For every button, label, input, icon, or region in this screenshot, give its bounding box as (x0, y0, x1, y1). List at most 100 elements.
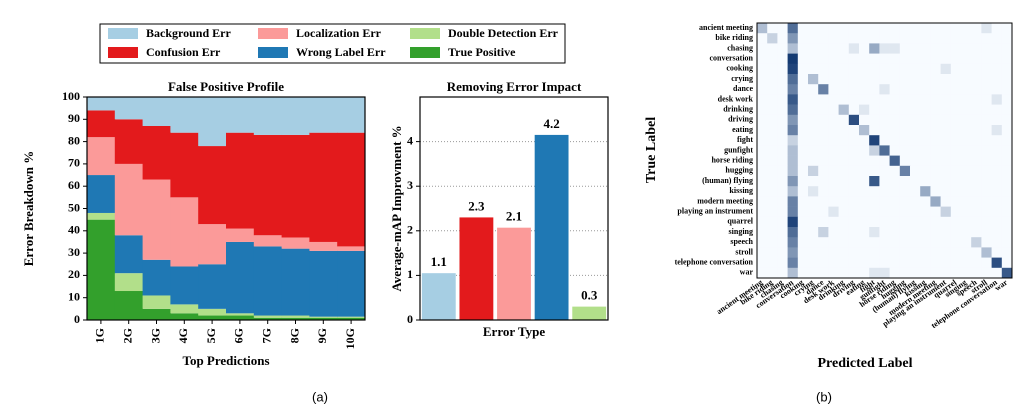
heatmap-cell (1001, 176, 1013, 187)
heatmap-cell (991, 257, 1003, 269)
heatmap-cell (757, 155, 768, 167)
heatmap-cell (910, 145, 921, 156)
heatmap-cell (991, 84, 1003, 95)
x-tick-label: 2G (120, 328, 134, 343)
heatmap-cell (930, 135, 941, 146)
heatmap-cell (971, 23, 982, 34)
heatmap-cell (848, 227, 860, 238)
heatmap-cell (848, 33, 860, 44)
heatmap-cell (797, 237, 809, 248)
heatmap-cell (971, 53, 982, 65)
heatmap-cell (910, 216, 921, 228)
heatmap-cell (808, 53, 819, 65)
y-tick-label: desk work (718, 94, 754, 103)
heatmap-cell (940, 33, 952, 44)
heatmap-cell (787, 186, 799, 197)
y-tick-label: drinking (723, 105, 753, 114)
heatmap-cell (808, 216, 819, 228)
chart-title: False Positive Profile (168, 79, 284, 94)
heatmap-cell (787, 247, 799, 258)
heatmap-cell (869, 196, 880, 207)
heatmap-cell (808, 227, 819, 238)
heatmap-cell (971, 63, 982, 75)
heatmap-cell (808, 94, 819, 105)
heatmap-cell (777, 23, 788, 34)
heatmap-cell (869, 257, 880, 269)
heatmap-cell (961, 165, 972, 177)
heatmap-cell (889, 227, 901, 238)
y-axis-label: Average-mAP Improvment % (389, 125, 404, 291)
heatmap-cell (961, 186, 972, 197)
area-segment (309, 241, 338, 251)
heatmap-cell (991, 227, 1003, 238)
heatmap-cell (940, 145, 952, 156)
heatmap-cell (930, 155, 941, 167)
heatmap-cell (838, 257, 850, 269)
heatmap-cell (1001, 33, 1013, 44)
heatmap-cell (971, 267, 982, 279)
heatmap-cell (818, 63, 829, 75)
heatmap-cell (818, 53, 829, 65)
heatmap-cell (920, 33, 931, 44)
x-axis-label: Top Predictions (182, 353, 269, 368)
heatmap-cell (920, 196, 931, 207)
heatmap-cell (757, 196, 768, 207)
area-segment (253, 246, 283, 316)
heatmap-cell (859, 237, 870, 248)
heatmap-cell (838, 145, 850, 156)
heatmap-cell (797, 145, 809, 156)
heatmap-cell (981, 114, 992, 126)
heatmap-cell (950, 145, 962, 156)
heatmap-cell (859, 227, 870, 238)
heatmap-cell (828, 145, 839, 156)
heatmap-cell (971, 186, 982, 197)
heatmap-cell (767, 125, 778, 136)
heatmap-cell (961, 43, 972, 54)
y-tick-label: 2 (407, 223, 413, 237)
heatmap-cell (981, 23, 992, 34)
heatmap-cell (859, 135, 870, 146)
heatmap-cell (899, 155, 911, 167)
heatmap-cell (879, 227, 890, 238)
heatmap-cell (797, 186, 809, 197)
area-segment (281, 315, 310, 318)
area-segment (226, 313, 255, 316)
heatmap-cell (797, 176, 809, 187)
heatmap-cell (838, 63, 850, 75)
heatmap-cell (848, 114, 860, 126)
heatmap-cell (767, 267, 778, 279)
heatmap-cell (1001, 84, 1013, 95)
heatmap-cell (757, 206, 768, 218)
heatmap-cell (879, 135, 890, 146)
legend-label: Confusion Err (146, 45, 221, 59)
area-segment (309, 317, 338, 320)
heatmap-cell (961, 84, 972, 95)
heatmap-cell (940, 84, 952, 95)
heatmap-cell (991, 165, 1003, 177)
heatmap-cell (961, 63, 972, 75)
area-segment (170, 132, 199, 198)
heatmap-cell (818, 216, 829, 228)
y-tick-label: bike riding (715, 33, 753, 42)
heatmap-cell (940, 74, 952, 85)
heatmap-cell (859, 176, 870, 187)
heatmap-cell (797, 165, 809, 177)
heatmap-cell (920, 53, 931, 65)
y-tick-label: 1 (407, 267, 413, 281)
heatmap-cell (971, 196, 982, 207)
heatmap-cell (767, 33, 778, 44)
heatmap-cell (757, 216, 768, 228)
heatmap-cell (757, 125, 768, 136)
heatmap-cell (757, 84, 768, 95)
heatmap-cell (818, 145, 829, 156)
heatmap-cell (899, 84, 911, 95)
heatmap-cell (767, 63, 778, 75)
heatmap-cell (879, 145, 890, 156)
y-tick-label: 0 (74, 312, 80, 326)
heatmap-cell (828, 237, 839, 248)
legend-label: True Positive (448, 45, 516, 59)
heatmap-cell (797, 247, 809, 258)
heatmap-cell (940, 247, 952, 258)
heatmap-cell (859, 84, 870, 95)
heatmap-cell (848, 43, 860, 54)
